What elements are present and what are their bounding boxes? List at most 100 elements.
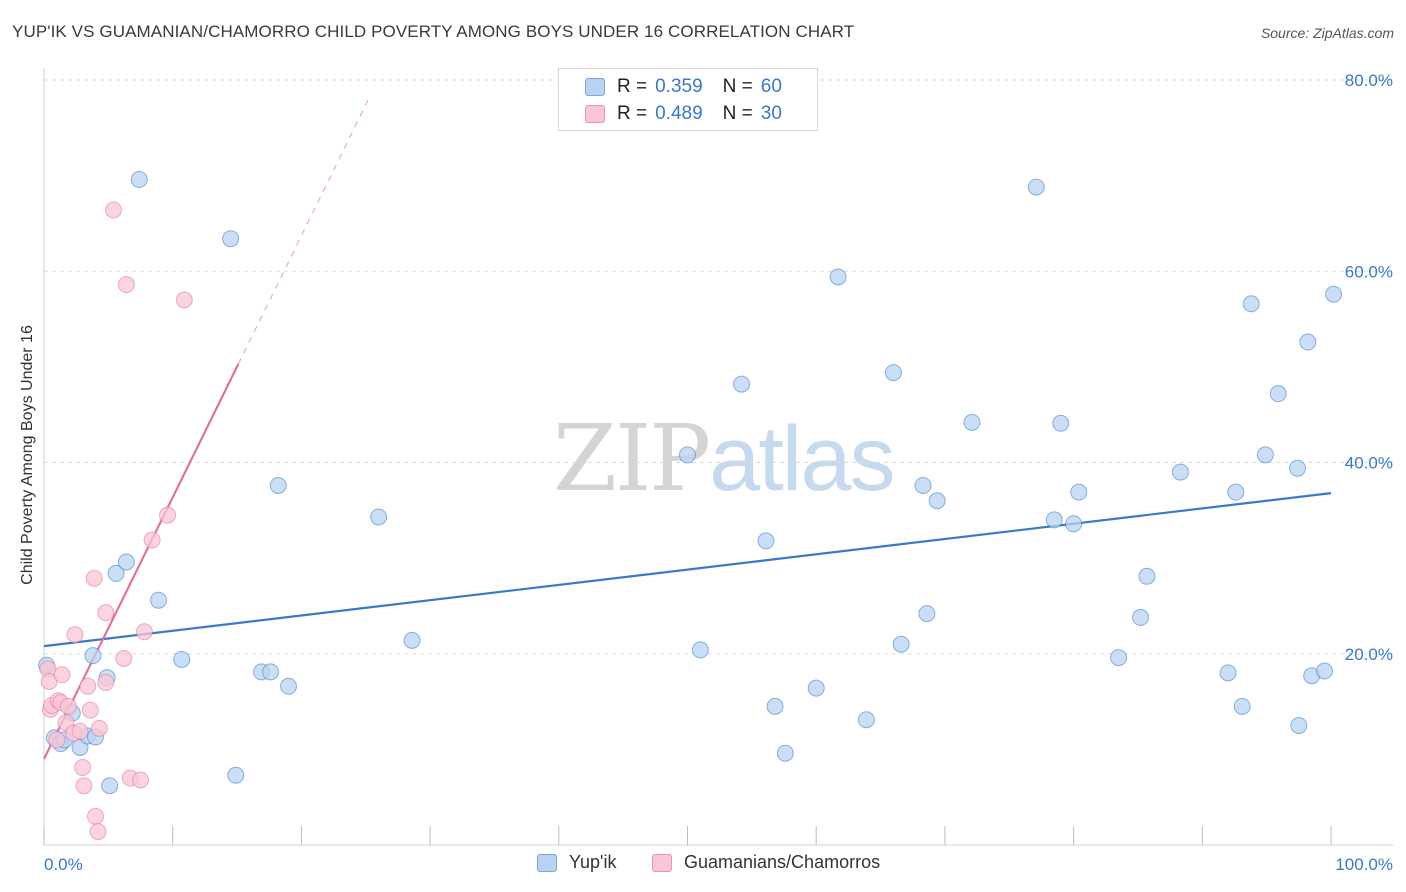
data-point-yupik — [280, 677, 298, 695]
data-point-yupik — [918, 605, 936, 623]
legend-swatch-guamanian — [585, 105, 605, 123]
legend-r-value: 0.359 — [655, 76, 703, 97]
legend-n-label: N = — [722, 103, 753, 124]
legend-row-guamanian: R = 0.489 N = 30 — [585, 102, 782, 126]
data-point-yupik — [1299, 333, 1317, 351]
data-point-yupik — [1242, 295, 1260, 313]
data-point-yupik — [1171, 463, 1189, 481]
y-tick-label: 80.0% — [1345, 71, 1393, 90]
data-point-yupik — [130, 170, 148, 188]
data-point-guamanian — [48, 731, 66, 749]
data-point-yupik — [892, 635, 910, 653]
data-point-yupik — [117, 553, 135, 571]
data-point-yupik — [1132, 608, 1150, 626]
legend-item-yupik: Yup'ik — [537, 852, 616, 873]
data-point-guamanian — [90, 719, 108, 737]
data-point-guamanian — [86, 807, 104, 825]
data-point-yupik — [1227, 483, 1245, 501]
data-point-yupik — [1219, 664, 1237, 682]
data-point-yupik — [766, 697, 784, 715]
data-point-yupik — [1269, 385, 1287, 403]
legend-n-label: N = — [722, 76, 753, 97]
data-point-guamanian — [59, 697, 77, 715]
data-point-yupik — [829, 268, 847, 286]
legend-n-value: 60 — [760, 76, 782, 97]
data-point-yupik — [691, 641, 709, 659]
data-point-guamanian — [143, 531, 161, 549]
tick-labels: 20.0% 40.0% 60.0% 80.0% 0.0% 100.0% — [44, 71, 1393, 874]
legend-label-yupik: Yup'ik — [569, 852, 617, 872]
data-point-yupik — [150, 591, 168, 609]
legend-swatch-yupik — [537, 853, 557, 872]
x-tick-label: 100.0% — [1335, 855, 1393, 874]
legend-item-guamanian: Guamanians/Chamorros — [652, 852, 880, 873]
legend-r-label: R = — [617, 103, 648, 124]
axes — [43, 68, 1393, 846]
data-point-guamanian — [53, 666, 71, 684]
data-point-yupik — [1316, 662, 1334, 680]
trend-line-guamanian — [43, 363, 240, 760]
legend-n-value: 30 — [760, 103, 782, 124]
y-axis-label: Child Poverty Among Boys Under 16 — [19, 325, 36, 585]
y-tick-label: 60.0% — [1345, 262, 1393, 281]
y-tick-label: 20.0% — [1345, 645, 1393, 664]
data-point-guamanian — [75, 777, 93, 795]
legend-r-value: 0.489 — [655, 103, 703, 124]
data-point-yupik — [914, 476, 932, 494]
data-point-yupik — [101, 777, 119, 795]
source-label: Source: ZipAtlas.com — [1260, 25, 1394, 41]
grid-lines — [44, 79, 1393, 655]
data-point-yupik — [1325, 285, 1343, 303]
data-point-guamanian — [132, 771, 150, 789]
series-legend: Yup'ik Guamanians/Chamorros — [0, 852, 1406, 876]
data-point-yupik — [222, 230, 240, 248]
data-point-yupik — [1289, 459, 1307, 477]
data-point-yupik — [1027, 178, 1045, 196]
data-point-yupik — [1290, 716, 1308, 734]
data-point-guamanian — [97, 604, 115, 622]
legend-row-yupik: R = 0.359 N = 60 — [585, 75, 782, 99]
chart-title: YUP'IK VS GUAMANIAN/CHAMORRO CHILD POVER… — [12, 22, 855, 41]
data-point-yupik — [1065, 515, 1083, 533]
data-point-yupik — [963, 413, 981, 431]
data-point-guamanian — [71, 722, 89, 740]
data-point-yupik — [262, 663, 280, 681]
data-points — [38, 170, 1343, 841]
data-point-yupik — [776, 744, 794, 762]
legend-swatch-yupik — [585, 78, 605, 96]
data-point-guamanian — [97, 673, 115, 691]
data-point-yupik — [1138, 567, 1156, 585]
data-point-yupik — [107, 564, 125, 582]
data-point-guamanian — [135, 623, 153, 641]
x-tick-label: 0.0% — [44, 855, 83, 874]
y-tick-label: 40.0% — [1345, 454, 1393, 473]
data-point-yupik — [84, 647, 102, 665]
data-point-yupik — [1256, 446, 1274, 464]
data-point-guamanian — [66, 626, 84, 644]
data-point-yupik — [1070, 483, 1088, 501]
correlation-legend: R = 0.359 N = 60 R = 0.489 N = 30 — [558, 68, 818, 131]
data-point-guamanian — [115, 650, 133, 668]
data-point-yupik — [807, 679, 825, 697]
data-point-guamanian — [159, 506, 177, 524]
data-point-yupik — [757, 532, 775, 550]
legend-r-label: R = — [617, 76, 648, 97]
data-point-yupik — [679, 446, 696, 464]
data-point-yupik — [403, 631, 421, 649]
data-point-guamanian — [81, 701, 99, 719]
trend-lines — [43, 94, 1332, 760]
data-point-yupik — [370, 508, 388, 526]
data-point-yupik — [733, 375, 751, 393]
data-point-yupik — [1052, 414, 1070, 432]
data-point-guamanian — [117, 276, 135, 294]
data-point-yupik — [1110, 649, 1128, 667]
trend-line-guamanian-extension — [237, 94, 372, 365]
data-point-yupik — [1045, 511, 1063, 529]
data-point-guamanian — [175, 291, 193, 309]
data-point-yupik — [884, 364, 902, 382]
trend-line-yupik — [43, 492, 1332, 648]
data-point-yupik — [269, 476, 287, 494]
data-point-yupik — [857, 711, 875, 729]
data-point-yupik — [227, 766, 245, 784]
data-point-guamanian — [79, 677, 97, 695]
